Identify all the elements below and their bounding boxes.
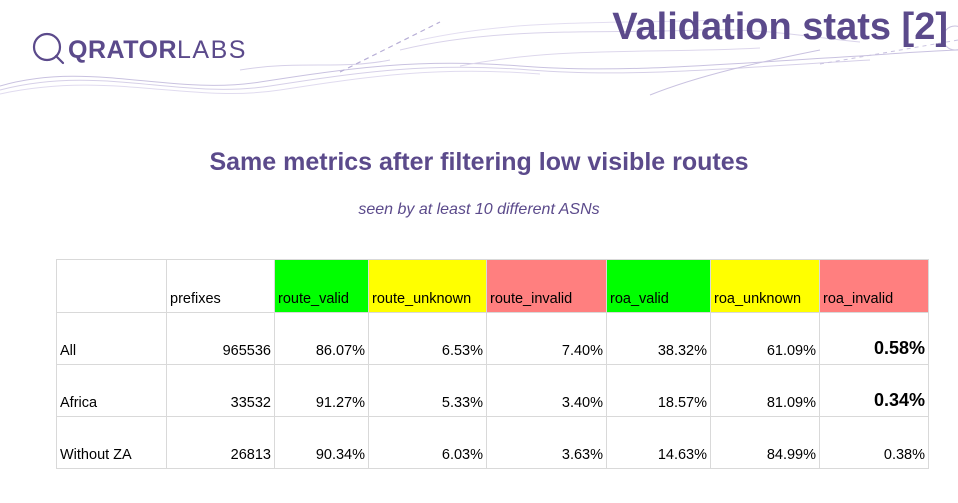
cell-route-valid: 86.07% [274,312,369,365]
section-heading: Same metrics after filtering low visible… [209,148,749,176]
cell-route-unknown: 6.53% [368,312,487,365]
cell-route-invalid: 3.63% [486,416,607,469]
row-label: Without ZA [56,416,167,469]
cell-roa-unknown: 84.99% [710,416,820,469]
header-cell-roa-unknown: roa_unknown [710,259,820,313]
header-cell-prefixes: prefixes [166,259,275,313]
cell-route-unknown: 6.03% [368,416,487,469]
cell-roa-unknown: 81.09% [710,364,820,417]
cell-roa-valid: 18.57% [606,364,711,417]
slide-header: QRATORLABS Validation stats [2] [0,0,958,100]
slide-title: Validation stats [2] [612,6,948,48]
cell-route-valid: 91.27% [274,364,369,417]
header-cell-blank [56,259,167,313]
table-row: Africa 33532 91.27% 5.33% 3.40% 18.57% 8… [56,364,929,417]
decorative-wave-lines [0,19,958,96]
row-label: Africa [56,364,167,417]
header-cell-route-invalid: route_invalid [486,259,607,313]
cell-roa-valid: 14.63% [606,416,711,469]
cell-roa-valid: 38.32% [606,312,711,365]
logo-ring-icon [30,30,66,66]
cell-route-invalid: 3.40% [486,364,607,417]
logo-wordmark: QRATORLABS [68,36,247,65]
cell-roa-invalid: 0.34% [819,364,929,417]
cell-roa-invalid: 0.58% [819,312,929,365]
table-row: All 965536 86.07% 6.53% 7.40% 38.32% 61.… [56,312,929,365]
cell-prefixes: 26813 [166,416,275,469]
cell-route-valid: 90.34% [274,416,369,469]
table-row: Without ZA 26813 90.34% 6.03% 3.63% 14.6… [56,416,929,469]
header-cell-roa-valid: roa_valid [606,259,711,313]
validation-stats-table: prefixes route_valid route_unknown route… [56,259,929,469]
header-cell-roa-invalid: roa_invalid [819,259,929,313]
cell-roa-invalid: 0.38% [819,416,929,469]
section-subheading: seen by at least 10 different ASNs [358,201,600,218]
header-cell-route-unknown: route_unknown [368,259,487,313]
table-header-row: prefixes route_valid route_unknown route… [56,259,929,313]
row-label: All [56,312,167,365]
cell-prefixes: 33532 [166,364,275,417]
cell-route-invalid: 7.40% [486,312,607,365]
qrator-labs-logo: QRATORLABS [30,28,247,68]
logo-text-light: LABS [177,35,247,64]
cell-route-unknown: 5.33% [368,364,487,417]
cell-roa-unknown: 61.09% [710,312,820,365]
logo-text-bold: QRATOR [68,35,178,64]
header-cell-route-valid: route_valid [274,259,369,313]
cell-prefixes: 965536 [166,312,275,365]
